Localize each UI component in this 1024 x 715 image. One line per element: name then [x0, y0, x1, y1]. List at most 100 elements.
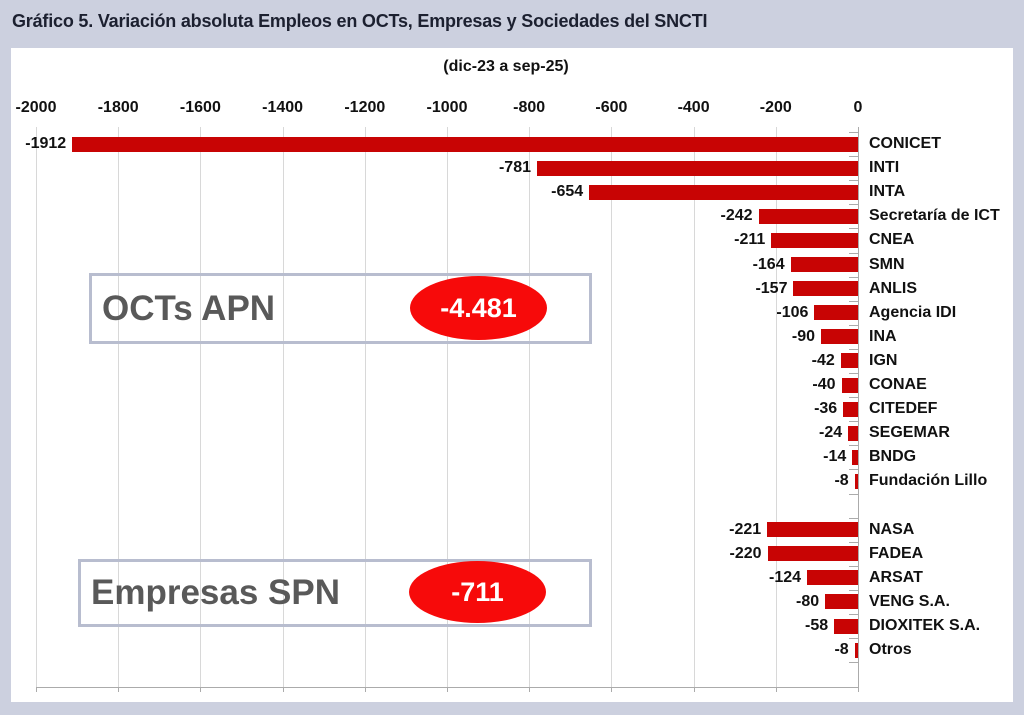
callout-box-empresas-spn: Empresas SPN	[78, 559, 592, 627]
bar-value-label: -1912	[25, 135, 67, 152]
gridline	[447, 127, 448, 687]
bar-value-label: -14	[823, 448, 847, 466]
category-tick	[849, 517, 858, 519]
bar-value-label: -36	[814, 400, 838, 418]
bar-value-label: -211	[734, 231, 766, 249]
category-tick	[849, 445, 858, 447]
bar-value-label: -157	[755, 279, 788, 297]
category-tick	[849, 397, 858, 399]
bar-fundaci-n-lillo	[854, 473, 858, 489]
category-label: VENG S.A.	[869, 592, 950, 610]
category-tick	[849, 469, 858, 471]
callout-total-value-octs-apn: -4.481	[440, 292, 517, 323]
axis-tick	[200, 687, 202, 692]
category-tick	[849, 348, 858, 350]
x-axis-tick-label: 0	[853, 99, 863, 116]
category-label: INTI	[869, 159, 900, 177]
bar-inta	[589, 184, 858, 200]
bar-value-label: -24	[819, 424, 843, 442]
x-axis-tick-label: -1600	[179, 99, 221, 116]
gridline	[118, 127, 120, 687]
bar-bndg	[852, 449, 858, 465]
x-axis-tick-label: -600	[595, 99, 628, 116]
bar-value-label: -242	[720, 207, 753, 225]
category-label: SEGEMAR	[869, 424, 950, 442]
gridline	[36, 127, 37, 687]
category-tick	[849, 421, 858, 423]
category-label: CONAE	[869, 376, 927, 393]
callout-total-octs-apn: -4.481	[410, 276, 547, 340]
bar-conae	[841, 377, 858, 393]
axis-tick	[611, 687, 613, 692]
axis-tick	[282, 687, 284, 692]
category-label: CITEDEF	[869, 400, 938, 418]
bar-agencia-idi	[814, 305, 858, 321]
bar-value-label: -781	[498, 159, 531, 177]
category-tick	[849, 589, 858, 591]
bar-value-label: -8	[834, 472, 849, 490]
bar-inti	[537, 160, 858, 176]
bar-value-label: -106	[776, 303, 809, 321]
axis-tick	[693, 687, 695, 692]
bar-dioxitek-s-a-	[834, 618, 858, 634]
gridline	[693, 127, 695, 687]
category-tick	[849, 276, 858, 278]
chart-title: Gráfico 5. Variación absoluta Empleos en…	[12, 11, 708, 31]
category-tick	[849, 565, 858, 567]
bar-value-label: -8	[834, 641, 849, 659]
axis-tick	[858, 687, 859, 692]
category-label: FADEA	[869, 544, 924, 562]
x-axis-tick-label: -200	[759, 99, 792, 116]
x-axis-tick-label: -1200	[344, 99, 386, 116]
category-label: Secretaría de ICT	[869, 207, 1000, 225]
bar-otros	[854, 642, 858, 658]
x-axis-tick-label: -1400	[262, 99, 304, 116]
gridline	[282, 127, 284, 687]
zero-axis-line	[858, 127, 859, 687]
x-axis-line	[36, 687, 858, 688]
axis-tick	[529, 687, 531, 692]
category-label: ANLIS	[869, 279, 917, 297]
bar-ign	[840, 353, 858, 369]
category-tick	[849, 252, 858, 254]
bar-secretar-a-de-ict	[758, 208, 858, 224]
bar-conicet	[72, 136, 858, 152]
category-label: CONICET	[869, 135, 941, 152]
category-tick	[849, 204, 858, 206]
category-label: Fundación Lillo	[869, 472, 988, 490]
category-tick	[849, 493, 858, 495]
category-label: ARSAT	[869, 568, 923, 586]
axis-tick	[775, 687, 777, 692]
category-tick	[849, 541, 858, 543]
axis-tick	[118, 687, 120, 692]
category-tick	[849, 662, 858, 664]
category-tick	[849, 373, 858, 374]
bar-value-label: -58	[805, 617, 829, 634]
category-label: SMN	[869, 255, 905, 273]
bar-segemar	[848, 425, 858, 441]
category-label: Otros	[869, 641, 912, 659]
callout-box-octs-apn: OCTs APN	[89, 273, 592, 344]
category-label: IGN	[869, 351, 898, 369]
category-label: Agencia IDI	[869, 303, 957, 321]
bar-cnea	[771, 232, 858, 248]
bar-ina	[821, 329, 858, 345]
bar-smn	[790, 257, 858, 273]
x-axis-tick-label: -800	[513, 99, 546, 116]
category-label: NASA	[869, 520, 915, 538]
axis-tick	[36, 687, 37, 692]
bar-anlis	[793, 281, 858, 297]
bar-value-label: -40	[812, 376, 836, 393]
bar-citedef	[843, 401, 858, 417]
bar-value-label: -90	[791, 327, 815, 345]
category-tick	[849, 300, 858, 302]
bar-arsat	[807, 570, 858, 586]
category-label: INA	[869, 327, 897, 345]
category-tick	[849, 180, 858, 182]
gridline	[775, 127, 777, 687]
bar-value-label: -42	[811, 351, 835, 369]
bar-value-label: -80	[795, 592, 820, 610]
gridline	[529, 127, 531, 687]
category-label: BNDG	[869, 448, 917, 466]
callout-total-empresas-spn: -711	[409, 561, 546, 623]
